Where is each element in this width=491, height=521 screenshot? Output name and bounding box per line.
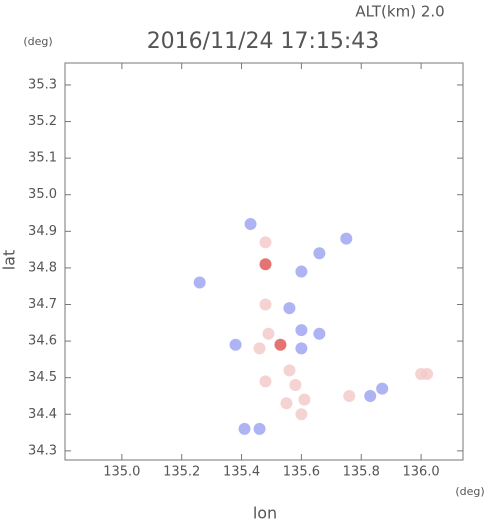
echo-point	[340, 232, 353, 245]
echo-point	[343, 389, 356, 402]
altitude-label: ALT(km) 2.0	[355, 3, 444, 21]
x-tick-label: 136.0	[402, 465, 439, 480]
x-tick-label: 135.0	[103, 465, 140, 480]
echo-point	[283, 364, 296, 377]
echo-point	[262, 327, 275, 340]
y-tick-label: 34.9	[28, 224, 57, 239]
echo-point	[289, 378, 302, 391]
echo-point	[298, 393, 311, 406]
y-tick-label: 34.3	[28, 443, 57, 458]
echo-point	[259, 375, 272, 388]
x-tick-label: 135.2	[163, 465, 200, 480]
echo-point	[376, 382, 389, 395]
chart-title: 2016/11/24 17:15:43	[147, 29, 380, 54]
x-tick-label: 135.4	[223, 465, 260, 480]
y-tick-label: 35.3	[28, 77, 57, 92]
x-unit: (deg)	[455, 485, 484, 498]
echo-point	[259, 298, 272, 311]
echo-point	[193, 276, 206, 289]
x-tick-label: 135.8	[343, 465, 380, 480]
y-axis-label: lat	[0, 250, 19, 271]
echo-point	[244, 217, 257, 230]
y-tick-label: 34.6	[28, 334, 57, 349]
echo-point	[364, 389, 377, 402]
echo-point	[253, 342, 266, 355]
echo-point	[280, 397, 293, 410]
y-tick-label: 35.0	[28, 187, 57, 202]
y-tick-label: 35.2	[28, 114, 57, 129]
y-tick-label: 34.5	[28, 370, 57, 385]
y-unit: (deg)	[23, 35, 52, 48]
echo-point	[229, 338, 242, 351]
x-axis-label: lon	[253, 504, 277, 521]
echo-point	[274, 338, 287, 351]
echo-point	[253, 422, 266, 435]
echo-point	[238, 422, 251, 435]
y-tick-label: 34.4	[28, 407, 57, 422]
echo-point	[259, 236, 272, 249]
echo-point	[313, 247, 326, 260]
echo-point	[259, 258, 272, 271]
echo-point	[313, 327, 326, 340]
echo-point	[295, 324, 308, 337]
plot-frame	[64, 62, 464, 461]
y-tick-label: 35.1	[28, 151, 57, 166]
echo-point	[295, 265, 308, 278]
y-tick-label: 34.7	[28, 297, 57, 312]
echo-point	[421, 368, 434, 381]
x-tick-label: 135.6	[283, 465, 320, 480]
echo-point	[283, 302, 296, 315]
echo-point	[295, 342, 308, 355]
y-tick-label: 34.8	[28, 260, 57, 275]
echo-point	[295, 408, 308, 421]
